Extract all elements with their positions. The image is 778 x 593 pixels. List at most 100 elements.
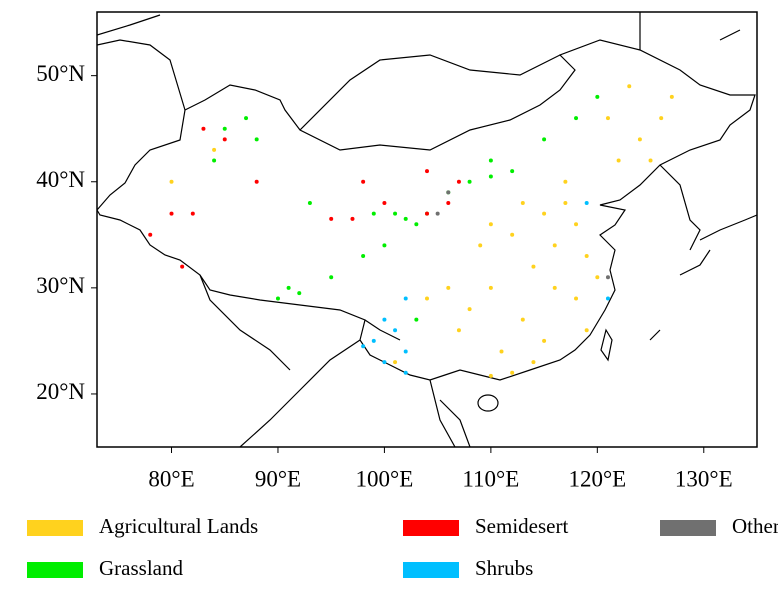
data-point [456, 179, 461, 184]
data-point [605, 296, 610, 301]
data-point [180, 264, 185, 269]
data-point [446, 285, 451, 290]
data-point [393, 360, 398, 365]
data-point [456, 328, 461, 333]
data-point [669, 94, 674, 99]
data-point [446, 190, 451, 195]
data-point [425, 211, 429, 216]
data-point [488, 158, 493, 163]
data-point [382, 200, 387, 205]
data-point [520, 317, 525, 322]
data-point [169, 211, 174, 216]
data-point [595, 94, 600, 99]
data-point [510, 370, 515, 375]
data-point [254, 137, 259, 142]
data-point [393, 211, 398, 216]
x-tick-label: 110°E [462, 466, 519, 491]
island [477, 394, 499, 412]
data-point [382, 360, 387, 365]
x-tick-label: 80°E [148, 466, 194, 491]
data-point [488, 222, 493, 227]
base-map [97, 12, 757, 447]
data-point [563, 200, 568, 205]
data-point [425, 169, 429, 174]
data-point [212, 147, 217, 152]
data-point [361, 344, 366, 349]
data-point [595, 275, 600, 280]
legend-swatch [27, 520, 83, 536]
y-tick-label: 20°N [36, 379, 85, 404]
island [600, 328, 613, 362]
data-point [212, 158, 217, 163]
data-point [329, 216, 334, 221]
data-point [627, 84, 632, 89]
legend-label: Semidesert [475, 514, 568, 538]
data-point [659, 116, 664, 121]
legend-swatch [403, 562, 459, 578]
legend-label: Other [732, 514, 778, 538]
x-tick-label: 120°E [568, 466, 626, 491]
legend-swatch [660, 520, 716, 536]
data-point [605, 116, 610, 121]
data-point [244, 116, 249, 121]
data-point [574, 116, 579, 121]
legend-label: Agricultural Lands [99, 514, 258, 538]
data-point [584, 328, 589, 333]
data-point [350, 216, 355, 221]
data-point [467, 307, 472, 312]
neighbor-border [97, 12, 757, 447]
data-point [563, 179, 568, 184]
data-point [329, 275, 334, 280]
data-point [275, 296, 280, 301]
data-point [403, 216, 408, 221]
data-point [371, 338, 376, 343]
y-tick-label: 40°N [36, 167, 85, 192]
data-point [499, 349, 504, 354]
x-tick-label: 130°E [675, 466, 733, 491]
data-point [488, 285, 493, 290]
y-tick-label: 30°N [36, 273, 85, 298]
x-tick-label: 90°E [255, 466, 301, 491]
data-point [414, 222, 419, 227]
data-point [478, 243, 483, 248]
data-point [467, 179, 472, 184]
data-point [403, 296, 408, 301]
data-point [307, 200, 312, 205]
data-point [286, 285, 291, 290]
data-point [371, 211, 376, 216]
data-point [584, 254, 589, 259]
data-point [616, 158, 621, 163]
data-point [403, 370, 408, 375]
data-point [414, 317, 419, 322]
points [148, 84, 674, 378]
data-point [393, 328, 398, 333]
data-point [510, 232, 515, 237]
data-point [542, 211, 547, 216]
legend-label: Grassland [99, 556, 183, 580]
legend-swatch [27, 562, 83, 578]
data-point [361, 179, 366, 184]
legend-swatch [403, 520, 459, 536]
data-point [488, 373, 493, 378]
legend-label: Shrubs [475, 556, 533, 580]
data-point [254, 179, 259, 184]
x-tick-label: 100°E [356, 466, 414, 491]
data-point [542, 338, 547, 343]
data-point [574, 296, 579, 301]
data-point [361, 254, 366, 259]
data-point [637, 137, 642, 142]
data-point [148, 232, 153, 237]
data-point [531, 360, 536, 365]
data-point [552, 285, 557, 290]
data-point [382, 317, 387, 322]
data-point [403, 349, 408, 354]
data-point [488, 174, 493, 179]
data-point [648, 158, 653, 163]
data-point [531, 264, 536, 269]
data-point [201, 126, 206, 131]
data-point [584, 200, 589, 205]
data-point [425, 296, 429, 301]
plot-frame [96, 11, 758, 448]
data-point [542, 137, 547, 142]
